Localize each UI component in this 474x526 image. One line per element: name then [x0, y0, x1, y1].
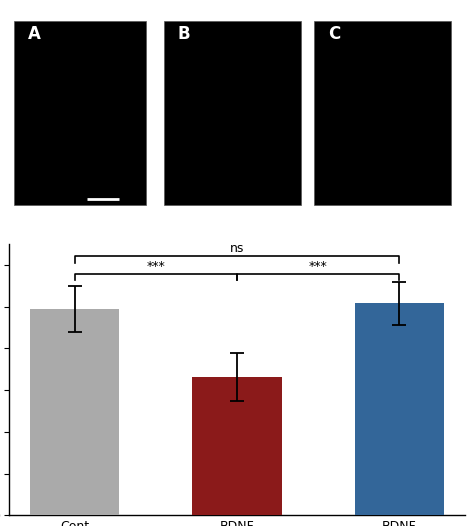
- Text: A: A: [27, 25, 41, 43]
- Text: C: C: [328, 25, 340, 43]
- Text: ns: ns: [230, 242, 244, 255]
- Text: B: B: [178, 25, 191, 43]
- Bar: [30, 309, 119, 515]
- Bar: [314, 21, 451, 205]
- Bar: [355, 304, 444, 515]
- Bar: [192, 377, 282, 515]
- Text: ***: ***: [146, 259, 165, 272]
- Bar: [14, 21, 146, 205]
- Text: ***: ***: [309, 259, 328, 272]
- Bar: [164, 21, 301, 205]
